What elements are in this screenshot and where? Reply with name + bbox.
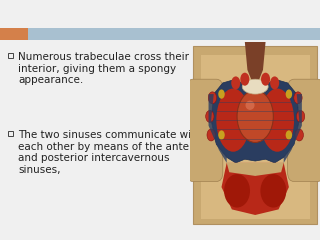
FancyBboxPatch shape [201,55,310,219]
Circle shape [208,92,217,104]
Text: sinuses,: sinuses, [18,164,60,174]
Bar [8,131,13,136]
Polygon shape [209,94,227,163]
Circle shape [286,90,292,99]
Circle shape [231,76,240,90]
Circle shape [294,92,302,104]
Circle shape [296,110,305,122]
Ellipse shape [224,174,250,208]
Ellipse shape [242,79,268,94]
Circle shape [286,130,292,140]
Circle shape [240,73,249,86]
FancyBboxPatch shape [288,79,320,181]
Circle shape [261,73,270,86]
Circle shape [206,110,214,122]
Polygon shape [284,94,302,163]
Circle shape [218,130,225,140]
Text: and posterior intercavernous: and posterior intercavernous [18,153,170,163]
Ellipse shape [260,89,294,152]
Circle shape [207,129,215,141]
FancyBboxPatch shape [193,46,317,224]
Polygon shape [245,42,266,83]
Circle shape [237,90,273,142]
FancyBboxPatch shape [187,79,223,181]
Text: interior, giving them a spongy: interior, giving them a spongy [18,64,176,73]
Ellipse shape [245,101,254,110]
Text: appearance.: appearance. [18,75,83,85]
Circle shape [218,90,225,99]
Ellipse shape [260,174,286,208]
Bar [0,28,28,40]
Circle shape [295,129,303,141]
Bar [28,28,320,40]
Polygon shape [221,163,289,215]
Text: Numerous trabeculae cross their: Numerous trabeculae cross their [18,52,189,62]
Polygon shape [211,79,299,163]
Polygon shape [227,163,284,176]
Ellipse shape [216,89,250,152]
Text: The two sinuses communicate with: The two sinuses communicate with [18,130,202,140]
Bar [8,53,13,58]
Text: each other by means of the anterior: each other by means of the anterior [18,142,207,151]
Circle shape [270,76,279,90]
